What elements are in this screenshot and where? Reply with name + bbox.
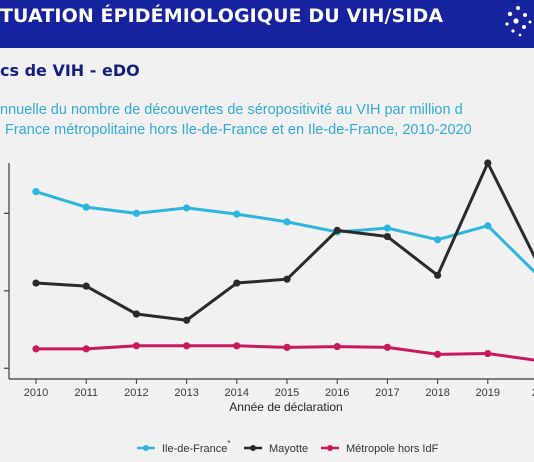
line-chart: 2010 2011 2012 2013 2014 2015 2016 2017 2018 2019… (4, 159, 534, 455)
data-point-metropole-hors-idf (32, 345, 40, 353)
banner-title: TUATION ÉPIDÉMIOLOGIQUE DU VIH/SIDA (0, 5, 444, 27)
legend-label: Ile-de-France* (162, 439, 231, 455)
data-point-mayotte (434, 271, 442, 279)
data-point-ile-de-france (434, 236, 442, 244)
x-tick-label: 2019 (476, 387, 500, 399)
data-point-ile-de-france (132, 209, 140, 217)
chart-subtitle-line-1: nnuelle du nombre de découvertes de séro… (0, 102, 463, 118)
data-point-mayotte (32, 279, 40, 287)
data-point-metropole-hors-idf (484, 349, 492, 358)
legend-item-mayotte: Mayotte (244, 443, 308, 455)
section-title: cs de VIH - eDO (0, 61, 140, 80)
data-point-ile-de-france (383, 224, 391, 232)
x-tick-label: 2018 (425, 387, 449, 399)
x-tick-label: 2012 (124, 387, 148, 399)
data-point-ile-de-france (183, 204, 191, 212)
legend-marker (143, 445, 149, 451)
data-point-ile-de-france (32, 188, 40, 196)
data-point-metropole-hors-idf (233, 342, 241, 350)
data-point-metropole-hors-idf (183, 342, 191, 350)
data-point-mayotte (132, 310, 140, 318)
series-metropole-hors-idf (32, 342, 534, 362)
chart-frame (4, 163, 534, 380)
data-point-ile-de-france (82, 203, 90, 211)
x-tick-label: 2013 (174, 387, 198, 399)
series-mayotte (32, 159, 534, 324)
series-line-ile-de-france (35, 190, 534, 274)
x-tick-label: 2014 (225, 387, 249, 399)
legend-label: Mayotte (269, 443, 308, 455)
data-point-metropole-hors-idf (333, 342, 341, 351)
data-point-metropole-hors-idf (132, 342, 140, 350)
chart-series (32, 159, 534, 362)
data-point-mayotte (233, 279, 241, 287)
legend-marker (250, 445, 256, 451)
data-point-ile-de-france (283, 218, 291, 226)
data-point-ile-de-france (233, 210, 241, 218)
data-point-metropole-hors-idf (283, 343, 291, 351)
legend-item-metropole-hors-idf: Métropole hors IdF (321, 443, 439, 455)
data-point-ile-de-france (484, 222, 492, 230)
header-banner: TUATION ÉPIDÉMIOLOGIQUE DU VIH/SIDA (0, 0, 534, 48)
series-ile-de-france (32, 188, 534, 274)
series-line-mayotte (35, 161, 534, 322)
legend-label: Métropole hors IdF (346, 443, 439, 455)
data-point-metropole-hors-idf (82, 345, 90, 353)
data-point-mayotte (333, 226, 341, 234)
data-point-mayotte (484, 159, 492, 167)
chart-subtitle-line-2: France métropolitaine hors Ile-de-France… (5, 122, 472, 138)
chart-legend: Ile-de-France* Mayotte Métropole hors IdF (137, 439, 439, 455)
x-tick-label: 2011 (74, 387, 98, 399)
data-point-mayotte (383, 232, 391, 241)
legend-marker (327, 445, 333, 451)
data-point-metropole-hors-idf (383, 343, 391, 351)
data-point-mayotte (183, 316, 191, 324)
x-tick-label: 2016 (325, 387, 349, 399)
x-tick-label: 2010 (24, 387, 48, 399)
legend-item-ile-de-france: Ile-de-France* (137, 439, 231, 455)
x-tick-label: 20 (532, 387, 534, 399)
x-axis-ticks: 2010 2011 2012 2013 2014 2015 2016 2017 2018 2019… (24, 379, 534, 399)
network-dots-icon (505, 6, 532, 37)
x-tick-label: 2017 (375, 387, 399, 399)
data-point-mayotte (283, 275, 291, 283)
data-point-metropole-hors-idf (434, 350, 442, 358)
data-point-mayotte (82, 282, 90, 290)
x-tick-label: 2015 (275, 387, 299, 399)
legend-footnote-mark: * (227, 439, 230, 448)
x-axis-title: Année de déclaration (229, 400, 342, 414)
